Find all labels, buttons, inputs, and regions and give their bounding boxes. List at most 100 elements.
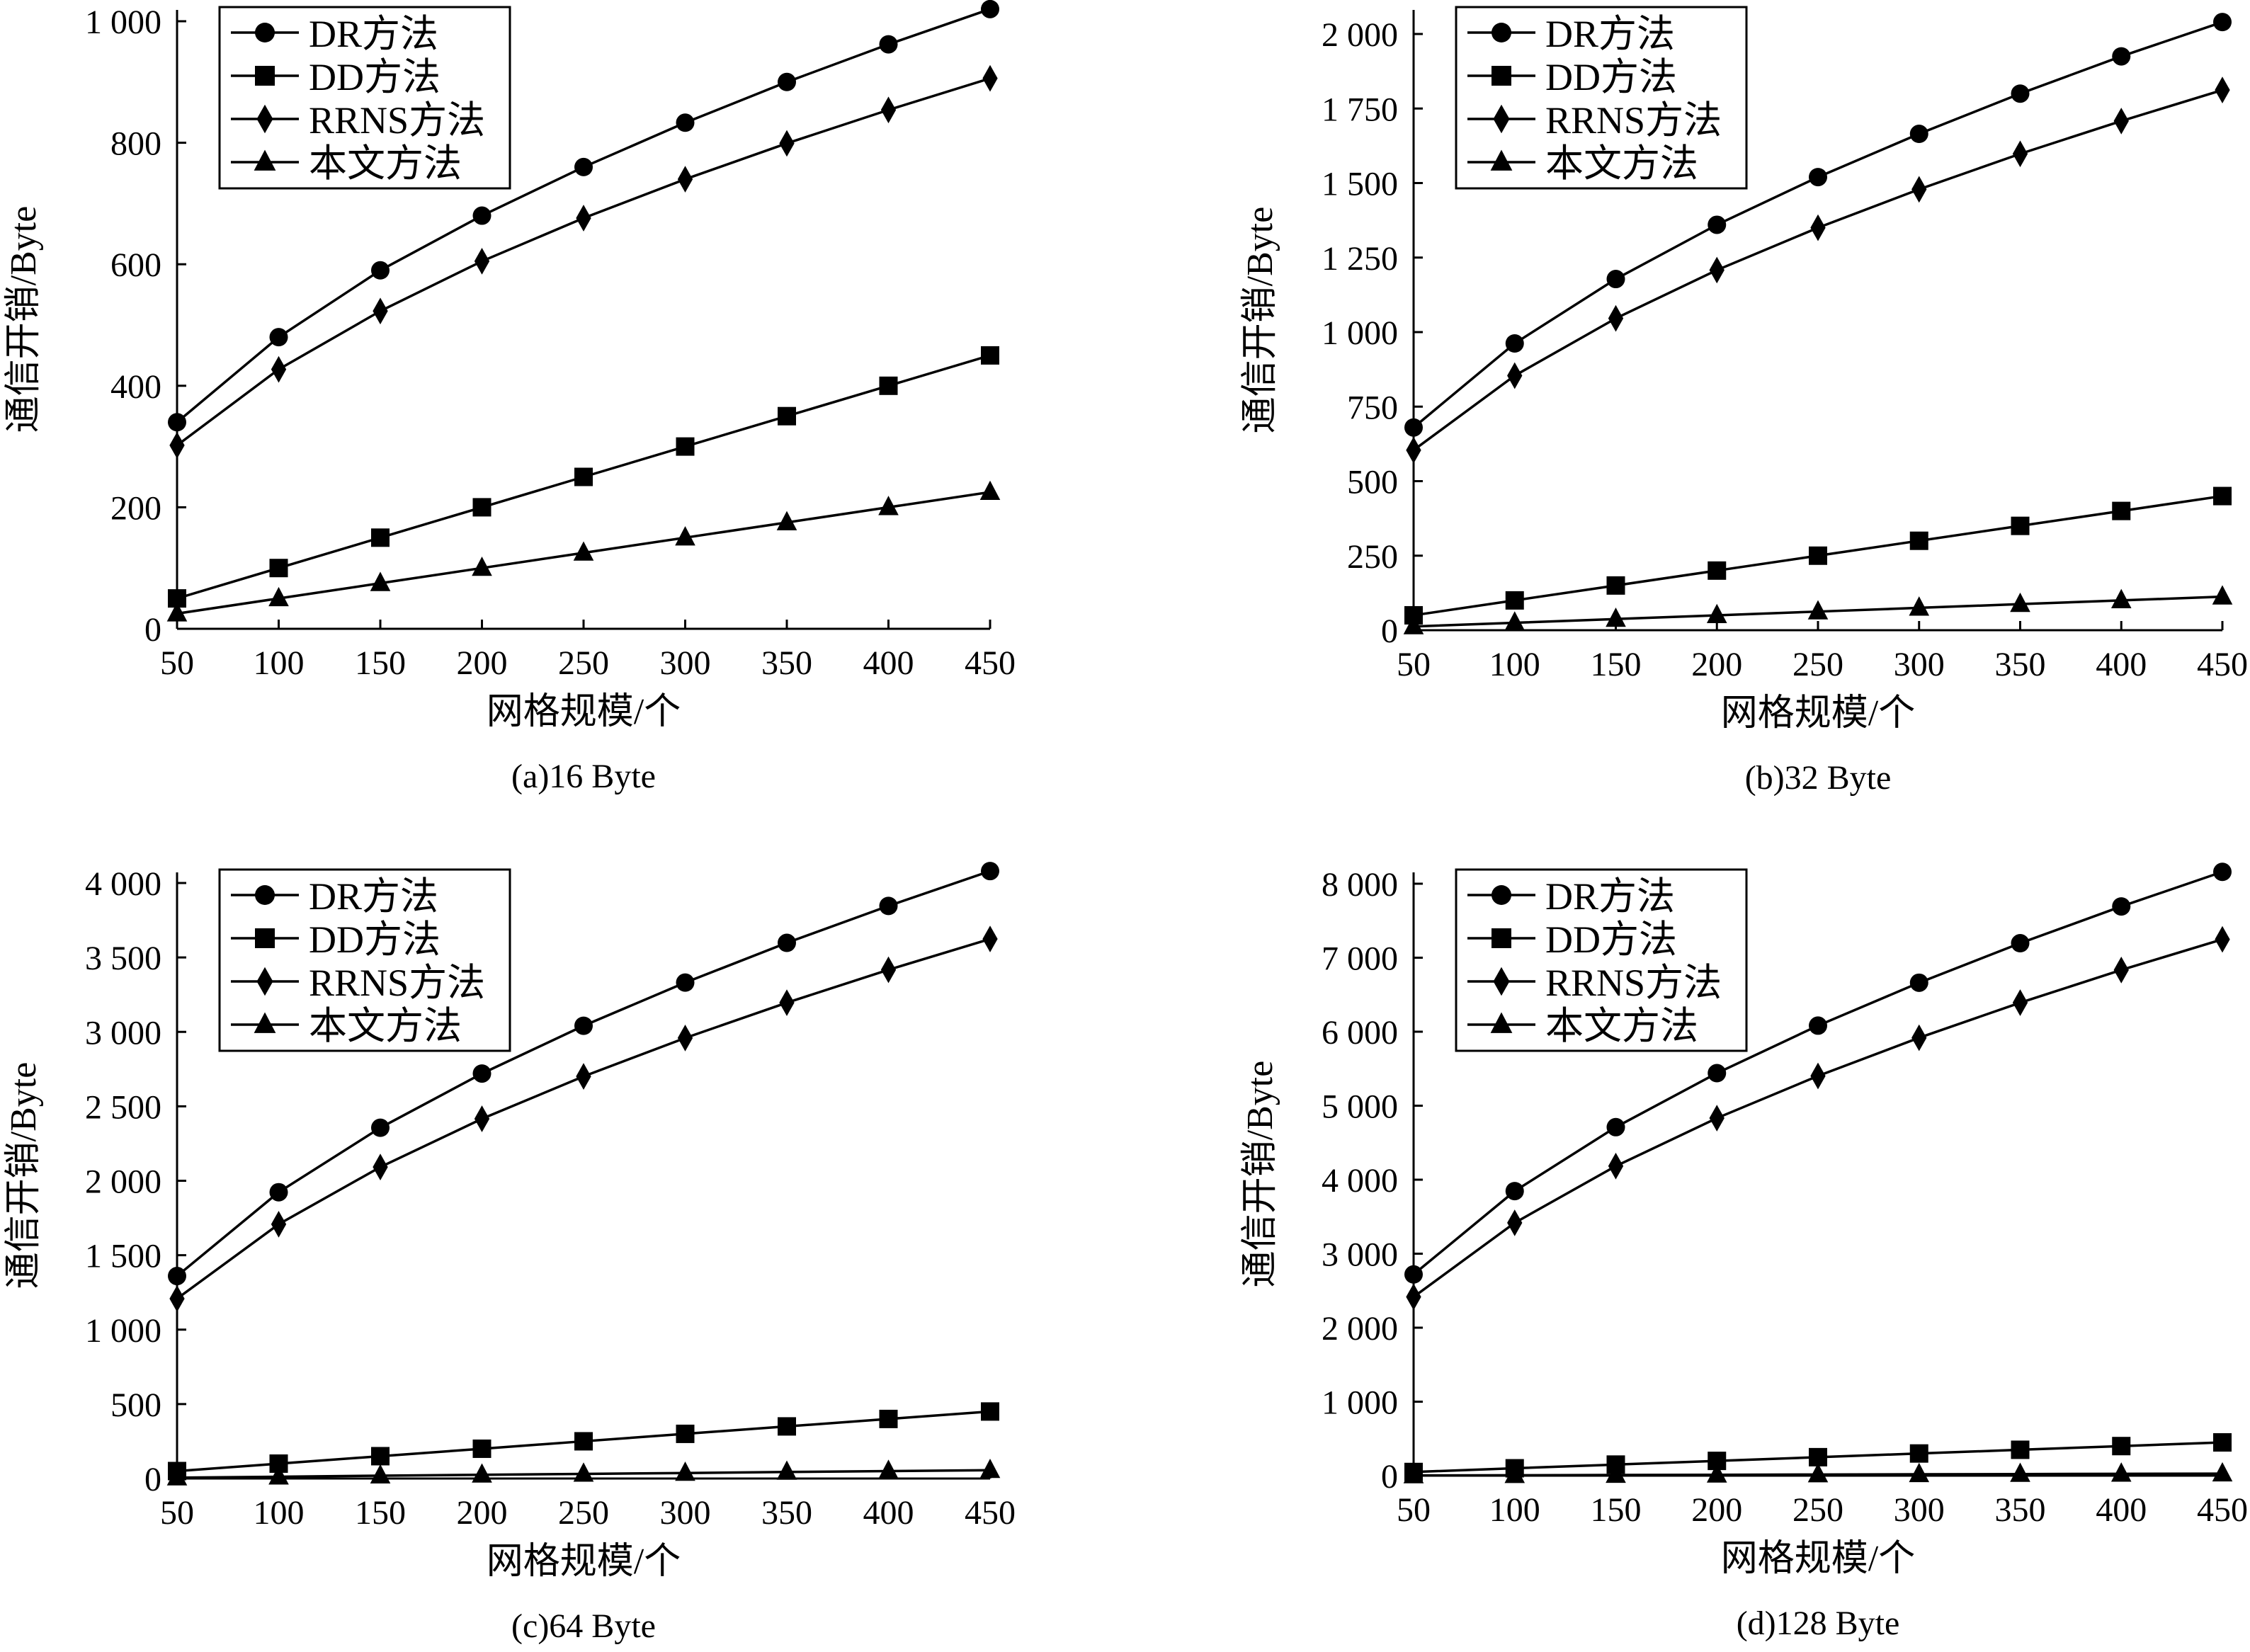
y-tick-label: 0 [144, 611, 161, 649]
square-marker [2213, 486, 2232, 506]
y-tick-label: 1 250 [1322, 240, 1398, 278]
legend-label: RRNS方法 [309, 962, 485, 1004]
diamond-marker [576, 205, 591, 232]
diamond-marker [2012, 989, 2028, 1016]
square-marker [2011, 1440, 2030, 1459]
legend-label: DD方法 [309, 918, 441, 961]
triangle-marker [1807, 1463, 1829, 1483]
y-tick-label: 200 [110, 489, 161, 527]
circle-marker [1809, 168, 1827, 187]
x-axis-title: 网格规模/个 [1721, 693, 1915, 734]
legend-diamond-icon [256, 104, 273, 134]
x-tick-label: 100 [1489, 646, 1540, 683]
diamond-marker [1709, 256, 1725, 284]
triangle-marker [1403, 615, 1424, 634]
panel-caption: (d)128 Byte [1737, 1605, 1900, 1642]
triangle-marker [1403, 1464, 1424, 1483]
legend-label: DR方法 [1545, 875, 1675, 918]
y-axis-title: 通信开销/Byte [1240, 207, 1280, 434]
y-tick-label: 2 000 [85, 1163, 161, 1201]
y-tick-label: 3 000 [85, 1014, 161, 1052]
y-tick-label: 1 000 [85, 1312, 161, 1350]
triangle-marker [979, 1458, 1001, 1479]
legend-label: DR方法 [309, 875, 438, 918]
circle-marker [472, 206, 492, 225]
x-tick-label: 150 [1591, 1491, 1642, 1529]
diamond-marker [271, 355, 287, 383]
y-tick-label: 1 000 [1322, 314, 1398, 352]
diamond-marker [880, 956, 897, 984]
y-axis-title: 通信开销/Byte [1240, 1061, 1280, 1288]
circle-marker [2213, 862, 2232, 882]
circle-marker [168, 413, 186, 432]
diamond-marker [2113, 108, 2129, 135]
y-tick-label: 2 000 [1322, 1310, 1398, 1348]
diamond-marker [1911, 1024, 1927, 1052]
circle-marker [778, 72, 796, 91]
square-marker [2112, 501, 2131, 520]
circle-marker [574, 157, 593, 176]
x-tick-label: 250 [558, 1494, 609, 1532]
legend-circle-icon [1492, 885, 1511, 905]
triangle-marker [878, 1459, 899, 1479]
square-marker [574, 1432, 593, 1451]
legend-label: RRNS方法 [1545, 962, 1722, 1004]
legend-label: 本文方法 [309, 1005, 462, 1047]
x-tick-label: 50 [1397, 646, 1431, 683]
triangle-marker [2212, 585, 2233, 605]
circle-marker [778, 933, 796, 952]
circle-marker [1909, 125, 1928, 144]
circle-marker [2112, 897, 2131, 916]
triangle-marker [1504, 611, 1525, 631]
panel-caption: (c)64 Byte [511, 1607, 656, 1645]
diamond-marker [474, 248, 490, 275]
triangle-marker [1706, 1463, 1727, 1483]
y-tick-label: 750 [1347, 389, 1398, 426]
legend-label: 本文方法 [1545, 1005, 1698, 1047]
triangle-marker [268, 586, 289, 607]
y-tick-label: 600 [110, 246, 161, 284]
triangle-marker [472, 1463, 492, 1483]
y-axis-title: 通信开销/Byte [4, 1062, 44, 1289]
circle-marker [269, 328, 288, 347]
legend-diamond-icon [1493, 967, 1510, 996]
diamond-marker [982, 64, 998, 92]
circle-marker [981, 0, 999, 18]
x-tick-label: 400 [2096, 646, 2147, 683]
circle-marker [1708, 1064, 1727, 1083]
x-tick-label: 350 [761, 644, 812, 682]
panel-caption: (a)16 Byte [511, 758, 656, 795]
square-marker [269, 559, 288, 578]
square-marker [778, 406, 796, 426]
x-tick-label: 100 [254, 1494, 305, 1532]
y-tick-label: 0 [1381, 1458, 1398, 1496]
diamond-marker [1810, 1062, 1826, 1090]
diamond-marker [1507, 1209, 1523, 1236]
y-tick-label: 2 000 [1322, 16, 1398, 54]
diamond-marker [2113, 956, 2129, 984]
x-tick-label: 300 [1894, 646, 1945, 683]
square-marker [1505, 591, 1524, 610]
diamond-marker [2215, 76, 2230, 103]
square-marker [574, 467, 593, 486]
triangle-marker [1606, 1463, 1626, 1483]
legend-triangle-icon [1490, 1012, 1513, 1033]
square-marker [1809, 546, 1827, 565]
x-tick-label: 250 [1792, 1491, 1843, 1529]
legend-label: RRNS方法 [309, 99, 485, 142]
triangle-marker [1909, 596, 1930, 616]
x-tick-label: 200 [457, 1494, 508, 1532]
circle-marker [2011, 934, 2030, 953]
chart-panel-3: 0 500 1 000 1 500 2 000 2 500 3 000 3 500 4 000 5… [4, 862, 1016, 1645]
x-axis-title: 网格规模/个 [487, 1542, 681, 1582]
diamond-marker [169, 432, 185, 459]
legend-square-icon [1492, 66, 1511, 86]
square-marker [2011, 516, 2030, 535]
y-tick-label: 6 000 [1322, 1014, 1398, 1052]
y-tick-label: 250 [1347, 538, 1398, 576]
chart-panel-1: 0 200 400 600 800 1 000 50 100 150 200 250 300 350 40… [4, 0, 1016, 795]
x-tick-label: 150 [1591, 646, 1642, 683]
y-tick-label: 8 000 [1322, 866, 1398, 904]
x-tick-label: 150 [355, 1494, 406, 1532]
